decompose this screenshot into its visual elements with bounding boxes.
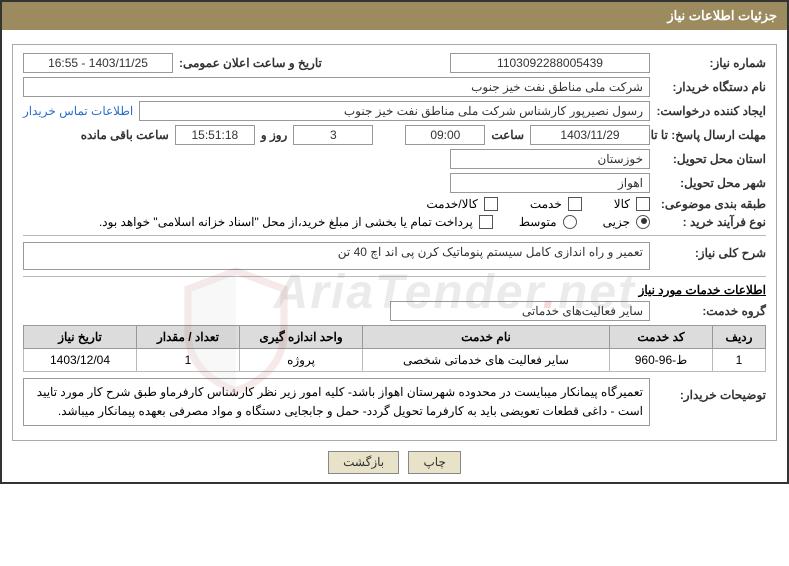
val-province: خوزستان [450, 149, 650, 169]
divider-1 [23, 235, 766, 236]
row-need-number: شماره نیاز: 1103092288005439 تاریخ و ساع… [23, 53, 766, 73]
table-header-row: ردیف کد خدمت نام خدمت واحد اندازه گیری ت… [24, 326, 766, 349]
title-bar: جزئیات اطلاعات نیاز [2, 2, 787, 30]
row-requester: ایجاد کننده درخواست: رسول نصیرپور کارشنا… [23, 101, 766, 121]
lbl-treasury-note: پرداخت تمام یا بخشی از مبلغ خرید،از محل … [99, 215, 473, 229]
lbl-medium: متوسط [519, 215, 557, 229]
th-unit: واحد اندازه گیری [240, 326, 363, 349]
lbl-remaining: ساعت باقی مانده [81, 128, 169, 142]
lbl-buyer-org: نام دستگاه خریدار: [656, 80, 766, 94]
lbl-province: استان محل تحویل: [656, 152, 766, 166]
row-city: شهر محل تحویل: اهواز [23, 173, 766, 193]
row-subject-class: طبقه بندی موضوعی: کالا خدمت کالا/خدمت [23, 197, 766, 211]
lbl-goods-service: کالا/خدمت [426, 197, 477, 211]
radio-medium[interactable] [563, 215, 577, 229]
lbl-service-group: گروه خدمت: [656, 304, 766, 318]
row-buyer-org: نام دستگاه خریدار: شرکت ملی مناطق نفت خی… [23, 77, 766, 97]
row-purchase-type: نوع فرآیند خرید : جزیی متوسط پرداخت تمام… [23, 215, 766, 229]
val-need-desc: تعمیر و راه اندازی کامل سیستم پنوماتیک ک… [23, 242, 650, 270]
row-service-group: گروه خدمت: سایر فعالیت‌های خدماتی [23, 301, 766, 321]
content-frame: AriaTender.net شماره نیاز: 1103092288005… [12, 44, 777, 441]
lbl-purchase-type: نوع فرآیند خرید : [656, 215, 766, 229]
lbl-time: ساعت [491, 128, 524, 142]
services-table: ردیف کد خدمت نام خدمت واحد اندازه گیری ت… [23, 325, 766, 372]
contact-link[interactable]: اطلاعات تماس خریدار [23, 104, 133, 118]
val-buyer-org: شرکت ملی مناطق نفت خیز جنوب [23, 77, 650, 97]
chk-service[interactable] [568, 197, 582, 211]
row-deadline: مهلت ارسال پاسخ: تا تاریخ: 1403/11/29 سا… [23, 125, 766, 145]
chk-goods-service[interactable] [484, 197, 498, 211]
val-deadline-date: 1403/11/29 [530, 125, 650, 145]
back-button[interactable]: بازگشت [328, 451, 399, 474]
val-deadline-time: 09:00 [405, 125, 485, 145]
td-need-date: 1403/12/04 [24, 349, 137, 372]
divider-2 [23, 276, 766, 277]
th-need-date: تاریخ نیاز [24, 326, 137, 349]
print-button[interactable]: چاپ [408, 451, 460, 474]
chk-treasury[interactable] [479, 215, 493, 229]
th-name: نام خدمت [363, 326, 610, 349]
lbl-service: خدمت [530, 197, 562, 211]
radio-minor[interactable] [636, 215, 650, 229]
section-services-info: اطلاعات خدمات مورد نیاز [23, 283, 766, 297]
lbl-requester: ایجاد کننده درخواست: [656, 104, 766, 118]
val-days-left: 3 [293, 125, 373, 145]
main-frame: جزئیات اطلاعات نیاز AriaTender.net شماره… [0, 0, 789, 484]
table-row: 1 ط-96-960 سایر فعالیت های خدماتی شخصی پ… [24, 349, 766, 372]
val-need-number: 1103092288005439 [450, 53, 650, 73]
val-time-left: 15:51:18 [175, 125, 255, 145]
td-code: ط-96-960 [610, 349, 713, 372]
row-province: استان محل تحویل: خوزستان [23, 149, 766, 169]
th-qty: تعداد / مقدار [137, 326, 240, 349]
td-name: سایر فعالیت های خدماتی شخصی [363, 349, 610, 372]
lbl-need-number: شماره نیاز: [656, 56, 766, 70]
button-bar: چاپ بازگشت [2, 451, 787, 474]
lbl-subject-class: طبقه بندی موضوعی: [656, 197, 766, 211]
row-need-desc: شرح کلی نیاز: تعمیر و راه اندازی کامل سی… [23, 242, 766, 270]
lbl-need-desc: شرح کلی نیاز: [656, 242, 766, 260]
lbl-city: شهر محل تحویل: [656, 176, 766, 190]
lbl-goods: کالا [614, 197, 630, 211]
val-buyer-notes: تعمیرگاه پیمانکار میبایست در محدوده شهرس… [23, 378, 650, 426]
lbl-minor: جزیی [603, 215, 630, 229]
lbl-deadline: مهلت ارسال پاسخ: تا تاریخ: [656, 128, 766, 142]
row-buyer-notes: توضیحات خریدار: تعمیرگاه پیمانکار میبایس… [23, 378, 766, 426]
th-row: ردیف [713, 326, 766, 349]
val-requester: رسول نصیرپور کارشناس شرکت ملی مناطق نفت … [139, 101, 650, 121]
val-service-group: سایر فعالیت‌های خدماتی [390, 301, 650, 321]
lbl-buyer-notes: توضیحات خریدار: [656, 378, 766, 402]
lbl-days-and: روز و [261, 128, 288, 142]
td-unit: پروژه [240, 349, 363, 372]
chk-goods[interactable] [636, 197, 650, 211]
lbl-announce: تاریخ و ساعت اعلان عمومی: [179, 56, 322, 70]
td-row: 1 [713, 349, 766, 372]
th-code: کد خدمت [610, 326, 713, 349]
td-qty: 1 [137, 349, 240, 372]
val-city: اهواز [450, 173, 650, 193]
val-announce: 1403/11/25 - 16:55 [23, 53, 173, 73]
